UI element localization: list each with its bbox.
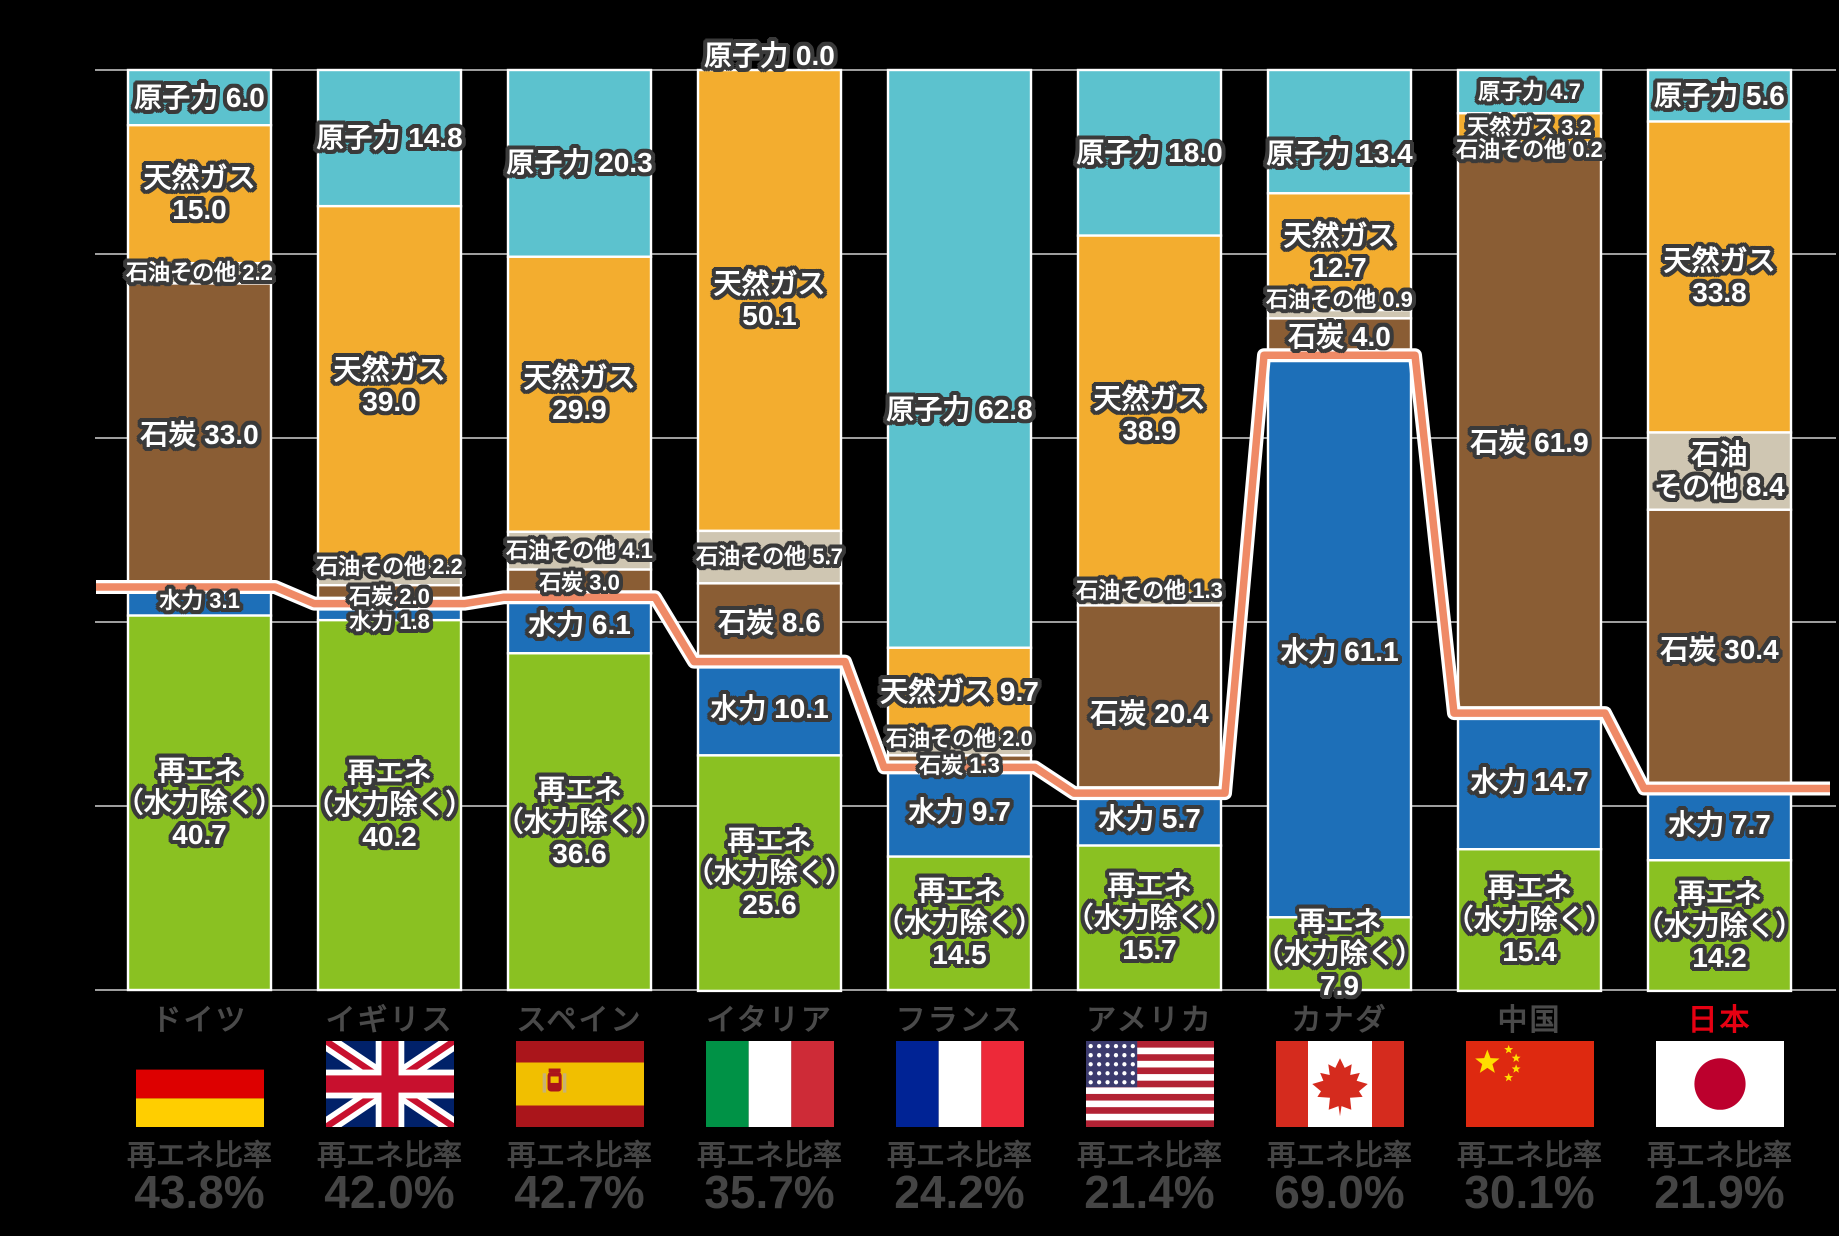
bar-segment-jp-coal [1646, 508, 1793, 791]
bar-segment-ca-oil [1266, 308, 1413, 320]
bar-segment-gb-gas [316, 204, 463, 567]
bar-segment-us-coal [1076, 604, 1223, 795]
bar-segment-es-hydro [506, 595, 653, 655]
bar-segment-cn-coal [1456, 143, 1603, 716]
bar-segment-cn-nuclear [1456, 68, 1603, 115]
bar-segment-it-gas [696, 68, 843, 533]
bar-segment-cn-gas [1456, 112, 1603, 144]
bar-segment-de-renewable [126, 614, 273, 992]
bar-segment-jp-oil [1646, 431, 1793, 511]
bar-segment-jp-gas [1646, 120, 1793, 434]
bar-segment-es-renewable [506, 652, 653, 992]
bar-segment-cn-renewable [1456, 848, 1603, 993]
bar-segment-es-oil [506, 530, 653, 571]
bar-segment-us-nuclear [1076, 68, 1223, 237]
bar-segment-fr-renewable [886, 855, 1033, 992]
bar-segment-es-nuclear [506, 68, 653, 258]
bar-segment-it-coal [696, 582, 843, 664]
bar-segment-fr-oil [886, 735, 1033, 757]
bar-segment-ca-nuclear [1266, 68, 1413, 195]
bar-segment-de-oil [126, 262, 273, 285]
bar-segment-ca-hydro [1266, 354, 1413, 919]
bar-segment-us-hydro [1076, 791, 1223, 847]
bar-segment-it-hydro [696, 661, 843, 757]
bar-segment-us-gas [1076, 234, 1223, 595]
bar-segment-gb-renewable [316, 618, 463, 992]
bar-segment-gb-nuclear [316, 68, 463, 208]
ratio-line [96, 351, 1830, 797]
bar-segment-us-renewable [1076, 844, 1223, 992]
bar-segment-jp-hydro [1646, 788, 1793, 862]
bar-segment-fr-hydro [886, 766, 1033, 858]
bar-segment-it-oil [696, 529, 843, 585]
bar-segment-fr-gas [886, 646, 1033, 739]
bar-segment-gb-oil [316, 563, 463, 587]
bar-segment-it-renewable [696, 754, 843, 993]
bar-segment-es-gas [506, 255, 653, 534]
bar-segment-de-gas [126, 123, 273, 265]
bar-segment-de-coal [126, 282, 273, 589]
bar-segment-de-nuclear [126, 68, 273, 127]
bar-segment-us-oil [1076, 592, 1223, 607]
bar-segment-ca-renewable [1266, 916, 1413, 992]
bar-segment-ca-gas [1266, 192, 1413, 312]
bar-segment-cn-hydro [1456, 712, 1603, 851]
bar-segment-fr-nuclear [886, 68, 1033, 649]
bar-segment-jp-renewable [1646, 859, 1793, 993]
bar-segment-jp-nuclear [1646, 68, 1793, 123]
